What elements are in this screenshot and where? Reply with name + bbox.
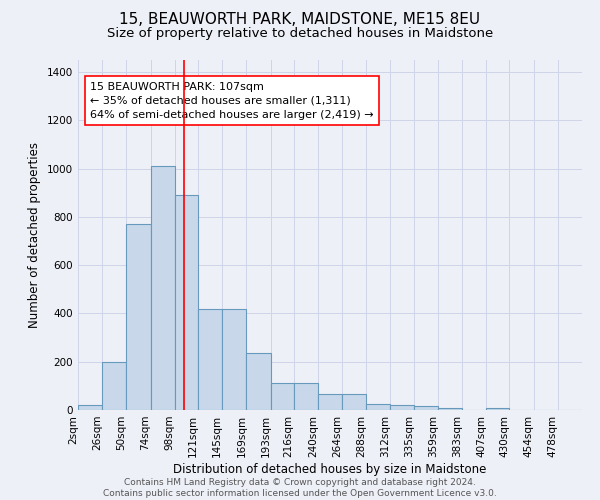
Bar	[318, 394, 342, 410]
X-axis label: Distribution of detached houses by size in Maidstone: Distribution of detached houses by size …	[173, 462, 487, 475]
Bar	[366, 404, 391, 410]
Bar	[222, 308, 247, 410]
Text: Contains HM Land Registry data © Crown copyright and database right 2024.
Contai: Contains HM Land Registry data © Crown c…	[103, 478, 497, 498]
Bar	[413, 406, 438, 410]
Bar	[391, 405, 413, 410]
Bar	[342, 394, 366, 410]
Bar	[102, 362, 127, 410]
Bar	[175, 195, 198, 410]
Bar	[247, 354, 271, 410]
Bar	[271, 384, 294, 410]
Y-axis label: Number of detached properties: Number of detached properties	[28, 142, 41, 328]
Text: Size of property relative to detached houses in Maidstone: Size of property relative to detached ho…	[107, 28, 493, 40]
Bar	[438, 408, 462, 410]
Bar	[127, 224, 151, 410]
Text: 15, BEAUWORTH PARK, MAIDSTONE, ME15 8EU: 15, BEAUWORTH PARK, MAIDSTONE, ME15 8EU	[119, 12, 481, 28]
Bar	[198, 308, 222, 410]
Bar	[486, 408, 509, 410]
Bar	[78, 405, 102, 410]
Bar	[294, 384, 318, 410]
Text: 15 BEAUWORTH PARK: 107sqm
← 35% of detached houses are smaller (1,311)
64% of se: 15 BEAUWORTH PARK: 107sqm ← 35% of detac…	[90, 82, 374, 120]
Bar	[151, 166, 175, 410]
